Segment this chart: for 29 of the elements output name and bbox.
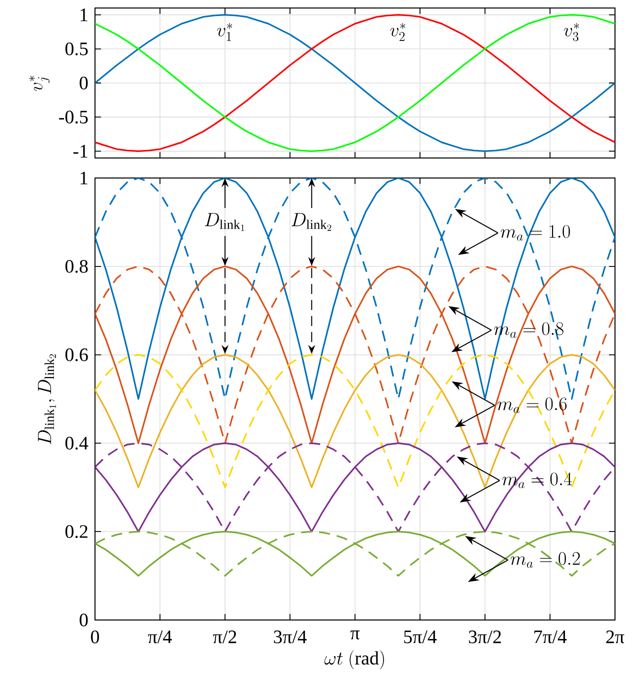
x-tick-label: π/4 — [148, 630, 172, 644]
y-tick-label: 1 — [80, 172, 88, 184]
annotation: $v_2^*$ — [390, 23, 406, 41]
annotation: $v_1^*$ — [217, 23, 232, 41]
y-tick-label: -1 — [73, 144, 88, 158]
y-tick-label: 0.6 — [65, 348, 88, 362]
annotation: $v_3^*$ — [564, 23, 579, 42]
y-tick-label: 0.5 — [65, 42, 88, 56]
x-tick-label: π/2 — [213, 630, 236, 644]
y-tick-label: -0.5 — [59, 110, 88, 124]
y-axis-title: $v_j^*$ — [29, 76, 50, 91]
y-tick-label: 0.8 — [65, 260, 88, 273]
annotation: $D_{\mathrm{link}_2}$ — [292, 213, 332, 231]
x-tick-label: 0 — [90, 630, 100, 644]
y-tick-label: 0 — [80, 614, 88, 626]
x-tick-label: π — [350, 630, 360, 640]
y-tick-label: 1 — [80, 8, 88, 22]
y-tick-label: 0 — [80, 76, 88, 90]
x-tick-label: 5π/4 — [404, 630, 437, 644]
x-tick-label: 2π — [606, 630, 624, 644]
annotation: $D_{\mathrm{link}_1}$ — [204, 213, 244, 231]
y-tick-label: 0.2 — [65, 525, 88, 538]
x-axis-title: $\omega t\ (\mathrm{rad})$ — [324, 650, 384, 670]
y-axis-title: $D_{\mathrm{link}_1}, D_{\mathrm{link}_2}$ — [38, 354, 56, 444]
x-tick-label: 3π/2 — [468, 630, 501, 644]
x-tick-label: 3π/4 — [274, 630, 307, 644]
annotation: $m_a = 0.2$ — [510, 552, 580, 568]
y-tick-label: 0.4 — [65, 436, 88, 450]
x-tick-label: 7π/4 — [534, 630, 567, 644]
